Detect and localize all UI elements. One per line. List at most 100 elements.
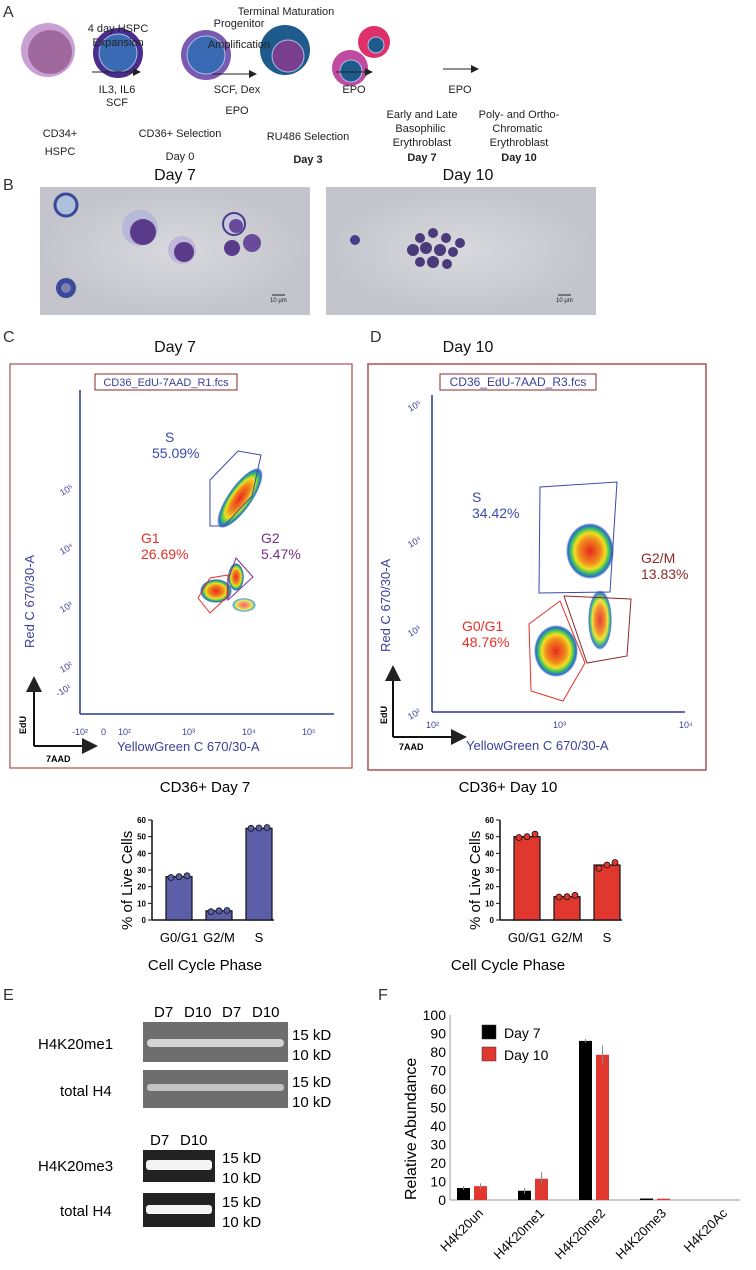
x-axis-label: Cell Cycle Phase	[451, 957, 565, 974]
x-axis-label: Cell Cycle Phase	[148, 957, 262, 974]
legend-label: Day 10	[504, 1047, 549, 1063]
mw-markers: 15 kD 10 kD	[222, 1194, 261, 1231]
step1-bottom: IL3, IL6 SCF	[99, 84, 136, 109]
data-point	[207, 908, 215, 916]
x-tick-label: H4K20me3	[613, 1206, 670, 1263]
flow-plot-frame	[9, 363, 353, 769]
lane-labels: D7 D10 D7 D10	[154, 1004, 280, 1021]
panel-b: B Day 7 Day 10 10 µm 10 µm	[3, 167, 596, 315]
x-tick-label: G0/G1	[160, 930, 198, 945]
micrograph-day7: 10 µm	[40, 187, 310, 315]
bar	[593, 864, 621, 921]
cell2-label: CD36+ Selection Day 0	[139, 128, 222, 163]
cell-cd34-hspc-icon	[21, 23, 75, 77]
7aad-label: 7AAD	[46, 754, 71, 764]
y-tick-label: 40	[485, 849, 494, 858]
step4-label: EPO	[448, 84, 472, 96]
y-tick-label: 60	[137, 816, 146, 825]
gate-label-s: S 55.09%	[152, 429, 199, 461]
x-tick: 10⁴	[242, 727, 256, 737]
gate-g2	[227, 557, 254, 602]
data-point	[255, 824, 263, 832]
legend-label: Day 7	[504, 1025, 541, 1041]
flow-title-day10: Day 10	[443, 339, 494, 356]
y-tick-label: 50	[485, 833, 494, 842]
data-point	[595, 864, 603, 872]
cell4-label: Early and Late Basophilic Erythroblast Day…	[387, 109, 458, 164]
mw-markers: 15 kD 10 kD	[222, 1150, 261, 1187]
data-point	[183, 872, 191, 880]
flow-plot-frame	[367, 363, 707, 771]
western-blot-h4k20me1	[143, 1022, 288, 1062]
legend-swatch	[481, 1046, 497, 1062]
y-tick-label: 40	[430, 1118, 446, 1134]
bar	[535, 1178, 548, 1200]
x-tick-label: H4K20me2	[552, 1206, 609, 1263]
y-tick-label: 20	[137, 883, 146, 892]
panel-label-f: F	[378, 987, 388, 1004]
cell3-label: RU486 Selection Day 3	[267, 131, 350, 166]
y-tick-label: 100	[423, 1007, 447, 1023]
bar-chart-day7: CD36+ Day 7 0 10 20 30 40 50 60% of Live Cells G…	[119, 779, 274, 974]
blot-label: total H4	[60, 1203, 112, 1220]
x-tick: 10²	[118, 727, 131, 737]
micrograph-title-day10: Day 10	[443, 167, 494, 184]
gate-g2m	[563, 595, 632, 664]
gate-label-g2m: G2/M 13.83%	[641, 550, 688, 582]
y-tick-label: 30	[485, 866, 494, 875]
gate-label-s: S 34.42%	[472, 489, 519, 521]
step3-label: EPO	[342, 84, 366, 96]
western-blot-total-h4	[143, 1193, 215, 1227]
x-tick: 10³	[553, 720, 566, 730]
data-point	[555, 893, 563, 901]
terminal-maturation-title: Terminal Maturation	[238, 6, 335, 18]
bar	[518, 1190, 531, 1200]
x-tick: 10⁴	[679, 720, 693, 730]
data-point	[611, 859, 619, 866]
y-tick-label: 0	[142, 916, 147, 925]
x-tick-label: G2/M	[203, 930, 235, 945]
cell-cd36-icon	[93, 28, 143, 78]
x-tick-label: G0/G1	[508, 930, 546, 945]
gate-s	[209, 450, 262, 527]
gate-g0g1	[528, 600, 586, 702]
y-tick-label: 70	[430, 1063, 446, 1079]
7aad-label: 7AAD	[399, 742, 424, 752]
y-tick-label: 80	[430, 1044, 446, 1060]
data-point	[515, 834, 523, 841]
scale-bar-label: 10 µm	[270, 298, 287, 304]
y-tick-label: 50	[137, 833, 146, 842]
x-tick-label: S	[603, 930, 612, 945]
data-point	[571, 891, 579, 899]
y-tick-label: 10	[430, 1174, 446, 1190]
panel-label-c: C	[3, 329, 15, 346]
y-tick-label: 30	[137, 866, 146, 875]
bar	[596, 1054, 609, 1200]
gate-label-g2: G2 5.47%	[261, 530, 301, 562]
bar	[474, 1186, 487, 1200]
bar	[657, 1198, 670, 1200]
y-tick-label: 30	[430, 1137, 446, 1153]
data-point	[263, 824, 271, 831]
lane-labels: D7 D10	[150, 1132, 208, 1149]
y-tick-label: 90	[430, 1026, 446, 1042]
chart-title: CD36+ Day 7	[160, 779, 250, 796]
density-cloud	[200, 467, 263, 612]
mw-markers: 15 kD 10 kD	[292, 1027, 331, 1064]
gate-label-g1: G1 26.69%	[141, 530, 188, 562]
y-tick-label: 60	[430, 1081, 446, 1097]
y-tick-label: 40	[137, 849, 146, 858]
data-point	[223, 907, 231, 914]
panel-label-d: D	[370, 329, 382, 346]
y-tick-label: 60	[485, 816, 494, 825]
fcs-file-box	[439, 373, 597, 391]
bar	[640, 1198, 653, 1200]
legend-swatch	[481, 1024, 497, 1040]
micrograph-title-day7: Day 7	[154, 167, 196, 184]
fcs-filename: CD36_EdU-7AAD_R1.fcs	[103, 377, 229, 389]
x-tick: 10⁵	[302, 727, 316, 737]
blot-label: H4K20me3	[38, 1158, 113, 1175]
data-point	[531, 830, 539, 838]
y-axis-label: % of Live Cells	[467, 831, 484, 930]
